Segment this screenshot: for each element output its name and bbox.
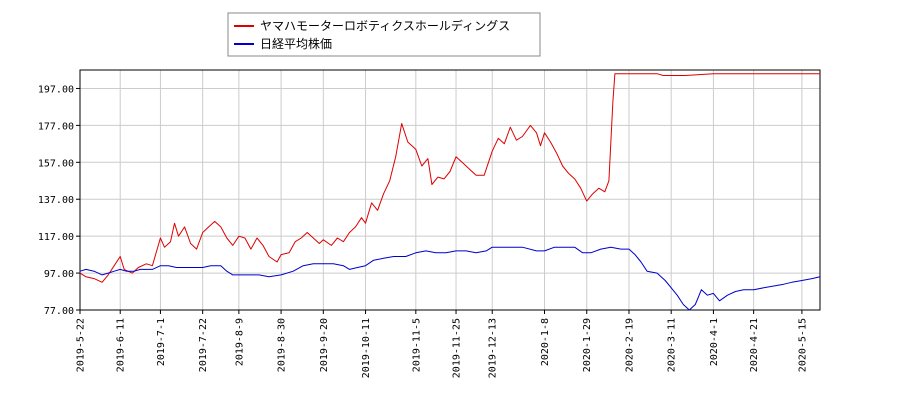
x-tick-label: 2020-4-1 [709, 318, 720, 366]
y-tick-label: 77.00 [44, 306, 74, 317]
legend-label-yamaha: ヤマハモーターロボティクスホールディングス [260, 18, 510, 33]
legend: ヤマハモーターロボティクスホールディングス 日経平均株価 [227, 12, 541, 57]
y-tick-label: 117.00 [38, 232, 74, 243]
series-line-nikkei [79, 246, 821, 311]
y-tick-label: 97.00 [44, 269, 74, 280]
y-axis: 77.00 97.00 117.00 137.00 157.00 177.00 197.00 [38, 84, 80, 317]
x-tick-label: 2020-4-21 [749, 318, 760, 372]
x-tick-label: 2020-5-15 [797, 318, 808, 372]
x-tick-label: 2020-2-19 [624, 318, 635, 372]
x-tick-label: 2019-11-5 [411, 318, 422, 372]
legend-label-nikkei: 日経平均株価 [260, 36, 332, 51]
x-tick-label: 2020-3-11 [667, 318, 678, 372]
plot-area [79, 69, 821, 311]
x-tick-label: 2020-1-8 [540, 318, 551, 366]
x-tick-label: 2020-1-29 [582, 318, 593, 372]
x-tick-label: 2019-7-1 [156, 318, 167, 366]
series-group [79, 73, 821, 311]
x-tick-label: 2019-11-25 [452, 318, 463, 378]
y-tick-label: 137.00 [38, 195, 74, 206]
x-tick-label: 2019-6-11 [116, 318, 127, 372]
y-tick-label: 197.00 [38, 84, 74, 95]
x-tick-label: 2019-5-22 [76, 318, 87, 372]
x-tick-label: 2019-9-20 [319, 318, 330, 372]
x-tick-label: 2019-10-11 [361, 318, 372, 378]
grid [79, 70, 820, 311]
x-tick-label: 2019-8-9 [234, 318, 245, 366]
x-axis: 2019-5-22 2019-6-11 2019-7-1 2019-7-22 2019-… [76, 310, 808, 378]
x-tick-label: 2019-8-30 [277, 318, 288, 372]
x-tick-label: 2019-12-13 [488, 318, 499, 378]
series-line-yamaha [79, 73, 820, 283]
legend-box [227, 12, 541, 57]
x-tick-label: 2019-7-22 [198, 318, 209, 372]
y-tick-label: 157.00 [38, 158, 74, 169]
y-tick-label: 177.00 [38, 121, 74, 132]
